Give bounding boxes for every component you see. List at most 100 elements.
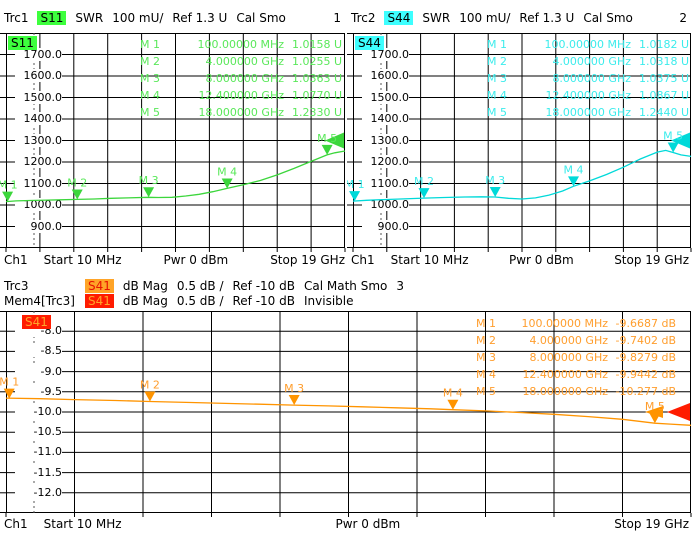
trace2-ref-label[interactable]: Ref 1.3 U bbox=[519, 10, 575, 25]
trace-line[interactable] bbox=[5, 397, 692, 426]
marker-name: M 5 bbox=[487, 106, 507, 119]
marker-value: 1.0318 U bbox=[638, 55, 689, 68]
stop-frequency-label[interactable]: Stop 19 GHz bbox=[614, 517, 689, 531]
marker-label: M 4 bbox=[217, 165, 237, 178]
trace1-name[interactable]: Trc1 bbox=[4, 10, 29, 25]
stop-frequency-label[interactable]: Stop 19 GHz bbox=[614, 253, 689, 267]
trace2-name[interactable]: Trc2 bbox=[351, 10, 376, 25]
marker-m1-triangle[interactable] bbox=[3, 388, 15, 399]
y-axis-label: -9.5 bbox=[15, 384, 62, 398]
trace3-name[interactable]: Trc3 bbox=[4, 278, 29, 293]
marker-value: -10.277 dB bbox=[615, 385, 676, 398]
start-frequency-label[interactable]: Start 10 MHz bbox=[43, 517, 122, 531]
trace1-meas-badge[interactable]: S11 bbox=[37, 10, 67, 25]
ref-level-arrow bbox=[671, 132, 690, 149]
channel1-axis-row-right: Ch1 Start 10 MHz Pwr 0 dBm Stop 19 GHz bbox=[351, 253, 689, 267]
y-axis-label: -12.0 bbox=[15, 485, 62, 499]
power-label[interactable]: Pwr 0 dBm bbox=[163, 253, 229, 267]
marker-m1-triangle[interactable] bbox=[349, 191, 361, 202]
trace1-scale-label[interactable]: 100 mU/ bbox=[112, 10, 164, 25]
trace3-meas-badge[interactable]: S41 bbox=[85, 278, 114, 293]
y-axis-label: 1000.0 bbox=[15, 198, 62, 211]
marker-row: M 3 8.000000 GHz 1.0375 U bbox=[487, 72, 689, 85]
trace2-cal-label: Cal Smo bbox=[583, 10, 633, 25]
marker-row: M 3 8.000000 GHz 1.0363 U bbox=[140, 72, 342, 85]
trace2-grid-badge[interactable]: S44 bbox=[355, 36, 384, 50]
channel2-number: 2 bbox=[679, 10, 687, 25]
marker-table: M 1 100.00000 MHz 1.0182 U M 2 4.000000 GHz 1… bbox=[487, 38, 689, 123]
marker-row: M 2 4.000000 GHz 1.0255 U bbox=[140, 55, 342, 68]
marker-value: 1.0363 U bbox=[291, 72, 342, 85]
marker-m5-triangle[interactable] bbox=[649, 413, 661, 424]
power-label[interactable]: Pwr 0 dBm bbox=[508, 253, 574, 267]
y-axis-label: -9.0 bbox=[15, 364, 62, 378]
marker-m4-triangle[interactable] bbox=[221, 178, 233, 189]
marker-m3-triangle[interactable] bbox=[489, 186, 501, 197]
marker-row: M 1 100.00000 MHz -9.6687 dB bbox=[476, 317, 676, 330]
trace2-header: Trc2 S44 SWR 100 mU/ Ref 1.3 U Cal Smo 2 bbox=[351, 9, 690, 26]
stop-frequency-label[interactable]: Stop 19 GHz bbox=[270, 253, 345, 267]
marker-frequency: 4.000000 GHz bbox=[552, 55, 631, 68]
marker-frequency: 8.000000 GHz bbox=[552, 72, 631, 85]
mem4-name[interactable]: Mem4[Trc3] bbox=[4, 293, 75, 308]
marker-m5-triangle[interactable] bbox=[321, 144, 333, 155]
y-axis-label: -10.0 bbox=[15, 405, 62, 418]
mem4-meas-badge[interactable]: S41 bbox=[85, 293, 114, 308]
mem4-ref-label[interactable]: Ref -10 dB bbox=[232, 293, 295, 308]
trace1-grid-badge[interactable]: S11 bbox=[8, 36, 37, 50]
marker-m3-triangle[interactable] bbox=[288, 395, 300, 406]
trace-line[interactable] bbox=[352, 149, 692, 202]
marker-m2-triangle[interactable] bbox=[418, 188, 430, 199]
marker-value: 1.0867 U bbox=[638, 89, 689, 102]
marker-label: M 4 bbox=[564, 163, 584, 176]
marker-label: M 2 bbox=[67, 177, 87, 190]
marker-m5-triangle[interactable] bbox=[667, 142, 679, 153]
marker-row: M 1 100.00000 MHz 1.0182 U bbox=[487, 38, 689, 51]
channel1-axis-row: Ch1 Start 10 MHz Pwr 0 dBm Stop 19 GHz bbox=[4, 253, 345, 267]
trace2-meas-badge[interactable]: S44 bbox=[384, 10, 414, 25]
trace-layer: M 1 M 2 M 3 M 4 M 5 bbox=[0, 376, 692, 426]
trace2-scale-label[interactable]: 100 mU/ bbox=[459, 10, 511, 25]
trace3-ref-label[interactable]: Ref -10 dB bbox=[232, 278, 295, 293]
marker-frequency: 100.00000 MHz bbox=[197, 38, 284, 51]
marker-name: M 3 bbox=[476, 351, 496, 364]
marker-frequency: 100.00000 MHz bbox=[544, 38, 631, 51]
ref-level-arrow bbox=[325, 132, 344, 149]
trace-line[interactable] bbox=[5, 150, 346, 203]
channel1-axis-row-bottom: Ch1 Start 10 MHz Pwr 0 dBm Stop 19 GHz bbox=[4, 517, 689, 531]
y-axis-label: 1400.0 bbox=[362, 112, 409, 125]
marker-m2-triangle[interactable] bbox=[144, 391, 156, 402]
trace-layer: M 1 M 2 M 3 M 4 M 5 bbox=[347, 130, 692, 202]
marker-value: 1.0770 U bbox=[291, 89, 342, 102]
channel-label: Ch1 bbox=[4, 517, 28, 531]
marker-frequency: 100.00000 MHz bbox=[521, 317, 608, 330]
marker-m4-triangle[interactable] bbox=[568, 176, 580, 187]
trace1-ref-label[interactable]: Ref 1.3 U bbox=[172, 10, 228, 25]
y-axis-label: 1600.0 bbox=[362, 69, 409, 82]
mem4-scale-label[interactable]: 0.5 dB / bbox=[176, 293, 224, 308]
marker-label: M 4 bbox=[443, 387, 463, 400]
marker-name: M 4 bbox=[487, 89, 507, 102]
marker-m2-triangle[interactable] bbox=[71, 189, 83, 200]
marker-value: -9.8279 dB bbox=[615, 351, 676, 364]
trace1-cal-label: Cal Smo bbox=[236, 10, 286, 25]
marker-m4-triangle[interactable] bbox=[447, 399, 459, 410]
y-axis-label: -8.5 bbox=[15, 344, 62, 358]
trace3-scale-label[interactable]: 0.5 dB / bbox=[176, 278, 224, 293]
marker-name: M 1 bbox=[140, 38, 160, 51]
power-label[interactable]: Pwr 0 dBm bbox=[335, 517, 401, 531]
y-axis-label: 1400.0 bbox=[15, 112, 62, 125]
marker-row: M 5 18.000000 GHz -10.277 dB bbox=[476, 385, 676, 398]
marker-label: M 5 bbox=[645, 400, 665, 413]
marker-value: 1.0158 U bbox=[291, 38, 342, 51]
start-frequency-label[interactable]: Start 10 MHz bbox=[390, 253, 469, 267]
marker-frequency: 12.400000 GHz bbox=[545, 89, 631, 102]
marker-value: 1.0375 U bbox=[638, 72, 689, 85]
marker-label: M 3 bbox=[485, 174, 505, 187]
start-frequency-label[interactable]: Start 10 MHz bbox=[43, 253, 122, 267]
marker-m1-triangle[interactable] bbox=[2, 191, 14, 202]
trace3-grid-badge[interactable]: S41 bbox=[22, 315, 51, 329]
marker-m3-triangle[interactable] bbox=[143, 187, 155, 198]
marker-value: 1.2440 U bbox=[638, 106, 689, 119]
marker-name: M 3 bbox=[487, 72, 507, 85]
